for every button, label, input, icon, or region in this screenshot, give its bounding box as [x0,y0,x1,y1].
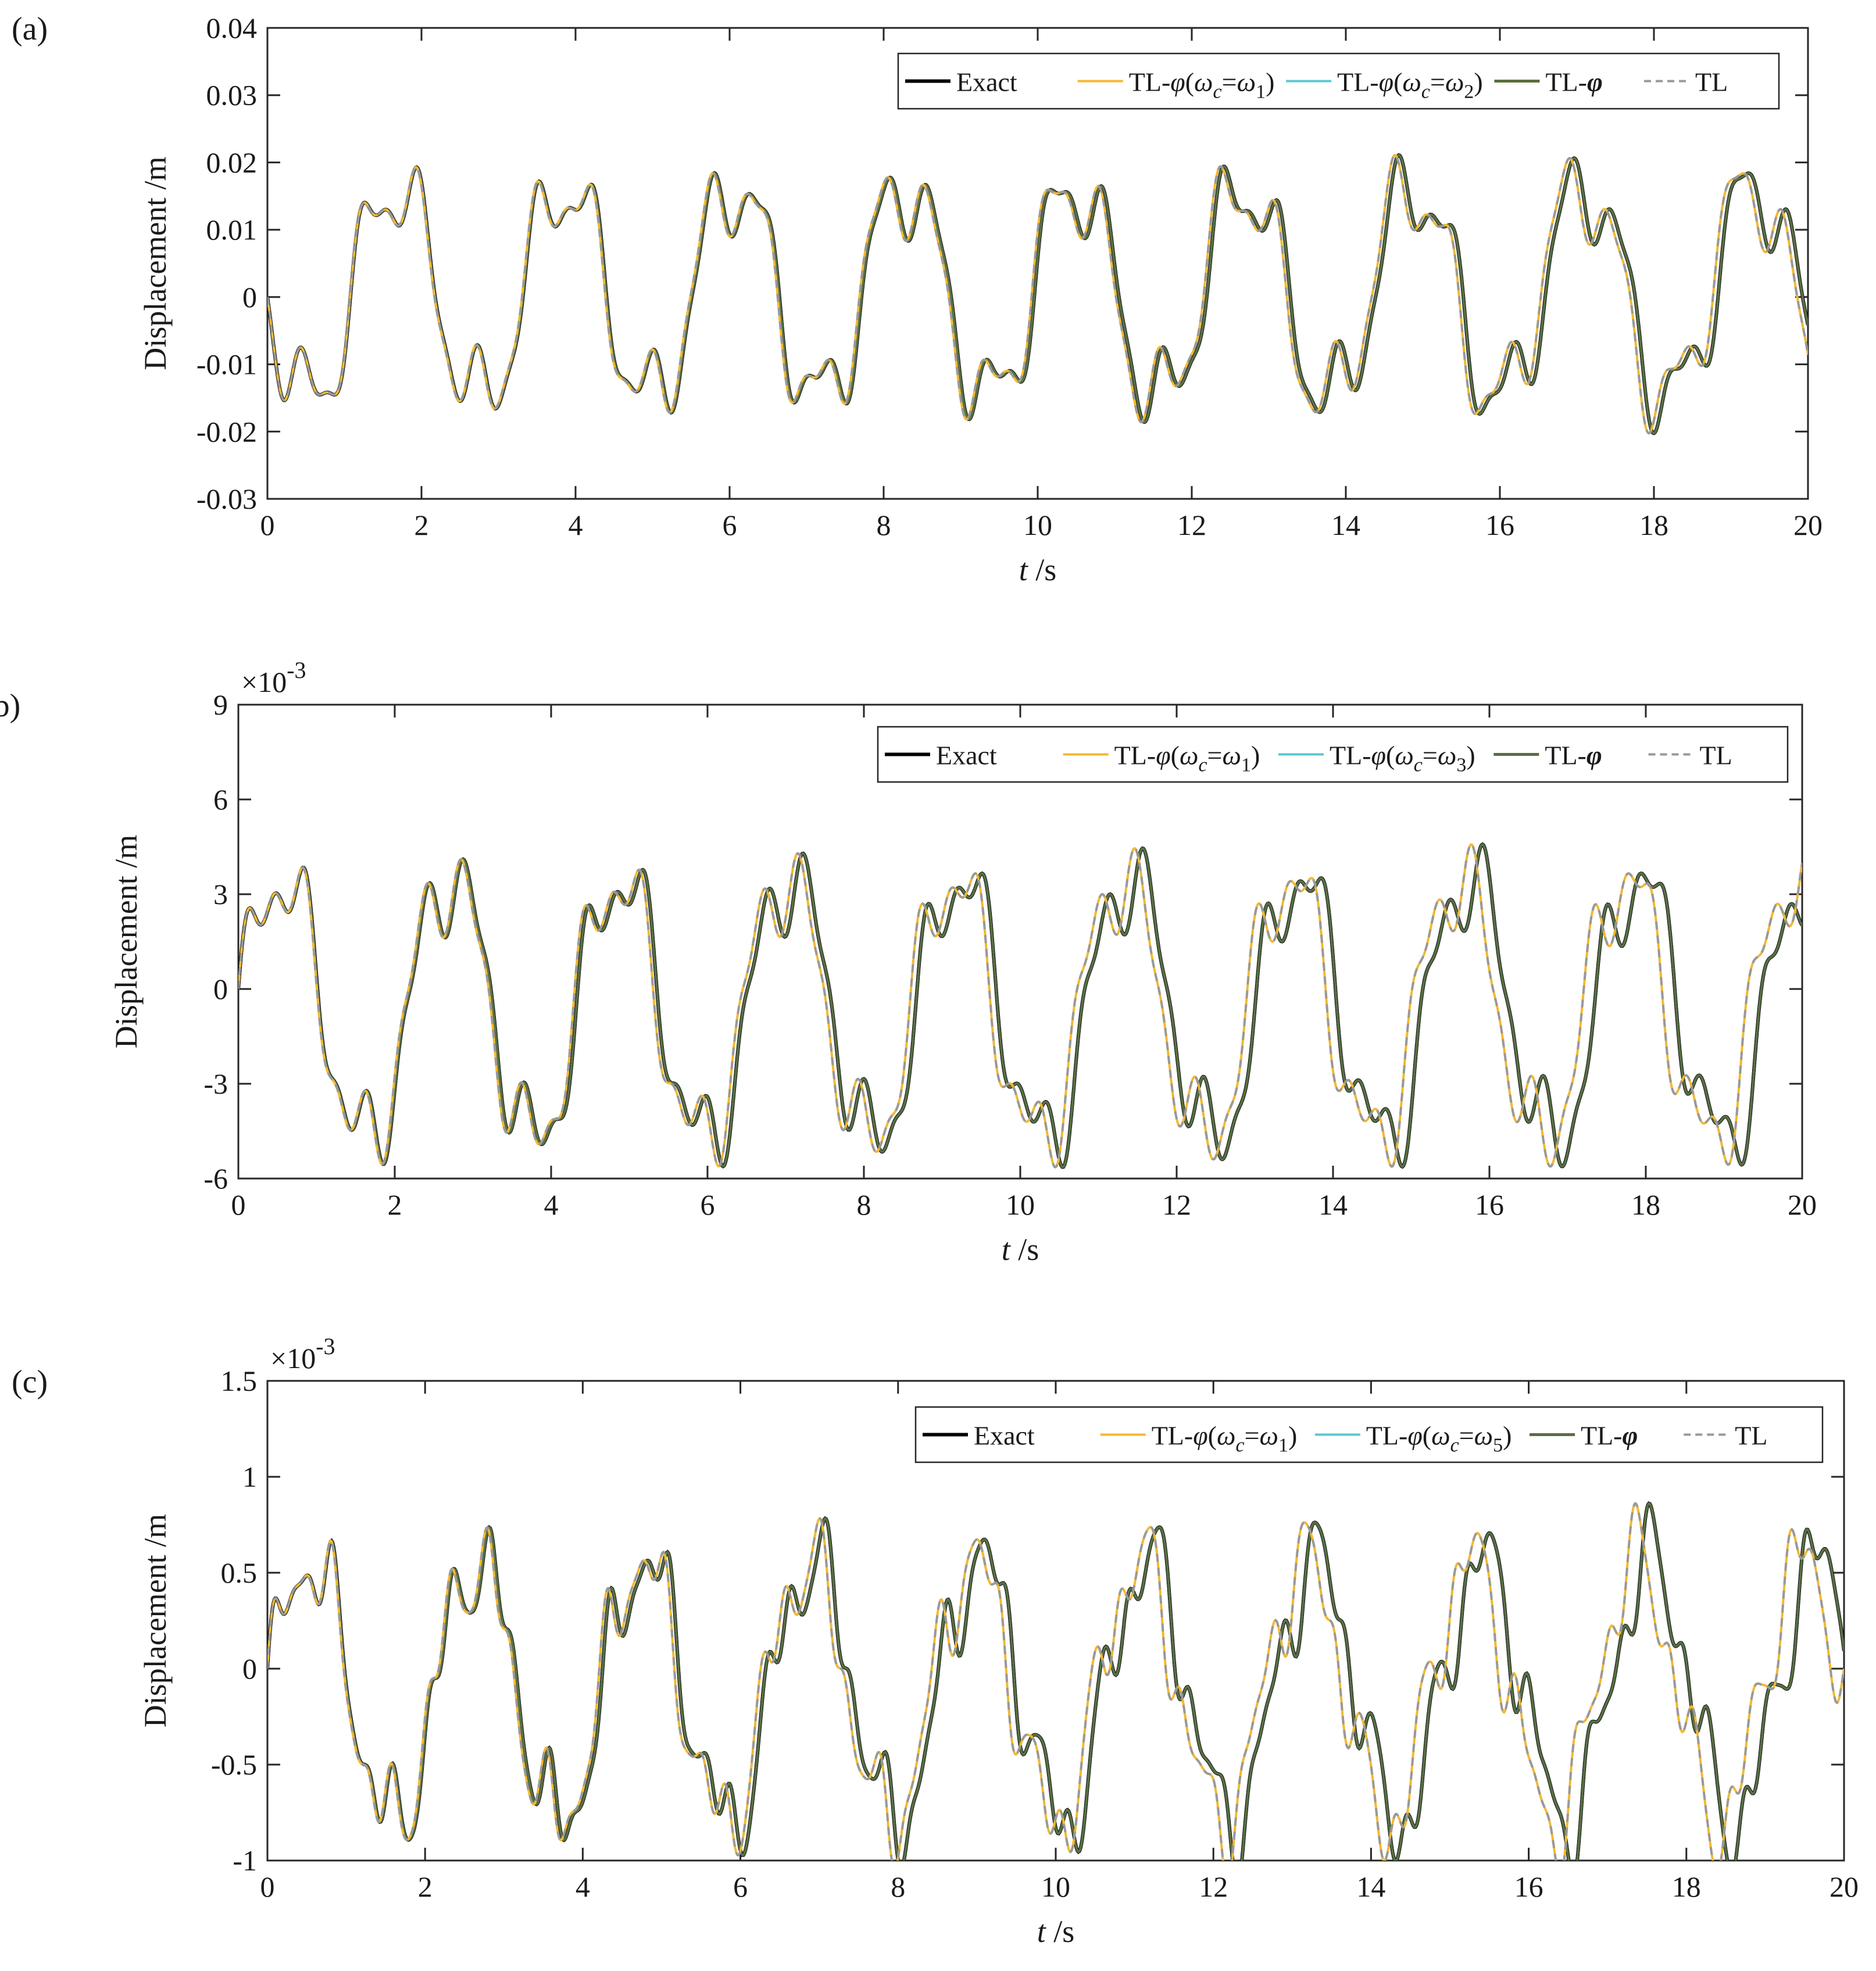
series-tl [267,1502,1844,1861]
x-tick-label: 20 [1793,509,1823,541]
legend-label-1: Exact [936,741,997,770]
series-tl [238,843,1802,1169]
legend-label-2: TL-φ(ωc=ω1) [1129,67,1275,103]
x-axis-label: t /s [1019,552,1057,587]
x-tick-label: 12 [1199,1870,1228,1903]
chart-panel-1: (a) 0 2 4 6 8 10 12 14 16 18 20 -0.03 -0.02 -0.01 0 0.01… [12,11,1823,587]
legend-label-1: Exact [956,67,1017,97]
legend: Exact TL-φ(ωc=ω1) TL-φ(ωc=ω5) TL-φ TL [914,1406,1824,1463]
x-tick-label: 4 [544,1188,559,1221]
x-tick-label: 2 [388,1188,402,1221]
y-tick-label: 0 [242,281,257,313]
legend-label-5: TL [1735,1421,1767,1451]
x-tick-label: 20 [1788,1188,1817,1221]
x-tick-label: 10 [1023,509,1052,541]
y-tick-label: 0.02 [206,146,258,178]
x-tick-label: 4 [576,1870,590,1903]
y-tick-label: 0.01 [206,213,258,246]
x-tick-label: 12 [1177,509,1206,541]
y-tick-label: 0.04 [206,12,258,44]
x-tick-label: 16 [1485,509,1514,541]
legend: Exact TL-φ(ωc=ω1) TL-φ(ωc=ω3) TL-φ TL [877,726,1789,783]
legend-label-3: TL-φ(ωc=ω2) [1337,67,1483,103]
y-axis-label: Displacement /m [138,156,173,370]
legend-label-3: TL-φ(ωc=ω3) [1330,741,1475,776]
series-group [238,842,1802,1169]
x-tick-label: 16 [1514,1870,1543,1903]
y-exponent-label: ×10-3 [270,1333,335,1374]
chart-panel-3: (c) 0 2 4 6 8 10 12 14 16 18 20 -1 -0.5 0 0.5 1 1.5 ×10-3 t… [12,1333,1859,1949]
y-tick-label: -1 [233,1844,257,1877]
y-axis-label: Displacement /m [109,835,144,1048]
legend: Exact TL-φ(ωc=ω1) TL-φ(ωc=ω2) TL-φ TL [897,52,1780,110]
y-tick-label: 3 [213,878,228,910]
series-group [267,153,1808,435]
x-tick-label: 18 [1639,509,1668,541]
x-tick-label: 14 [1331,509,1360,541]
legend-label-2: TL-φ(ωc=ω1) [1152,1421,1298,1456]
x-axis-label: t /s [1002,1232,1039,1267]
x-tick-label: 14 [1318,1188,1348,1221]
legend-label-1: Exact [974,1421,1035,1451]
x-tick-label: 14 [1356,1870,1385,1903]
series-group [267,1501,1844,1861]
x-tick-label: 8 [877,509,891,541]
panel-label: (b) [0,688,20,724]
y-tick-label: 0.03 [206,79,258,112]
x-tick-label: 4 [569,509,583,541]
x-tick-label: 0 [260,1870,275,1903]
y-exponent-label: ×10-3 [241,657,306,698]
x-tick-label: 20 [1829,1870,1859,1903]
y-tick-label: -6 [203,1162,228,1195]
panel-label: (a) [12,11,48,47]
x-tick-label: 10 [1041,1870,1070,1903]
x-tick-label: 6 [733,1870,748,1903]
legend-box [914,1406,1824,1463]
y-tick-label: -3 [203,1067,228,1100]
legend-label-5: TL [1700,741,1732,770]
y-tick-label: -0.5 [211,1748,257,1781]
x-tick-label: 8 [857,1188,871,1221]
y-tick-label: 0.5 [221,1556,258,1589]
legend-label-4: TL-φ [1545,741,1602,770]
series-tl-phi [238,842,1802,1169]
legend-box [877,726,1789,783]
legend-label-5: TL [1695,67,1728,97]
y-tick-label: -0.03 [196,483,257,515]
legend-label-4: TL-φ [1545,67,1602,97]
x-axis-label: t /s [1037,1914,1075,1949]
x-tick-label: 18 [1631,1188,1660,1221]
x-tick-label: 10 [1006,1188,1035,1221]
y-tick-label: -0.01 [196,348,257,381]
legend-label-2: TL-φ(ωc=ω1) [1114,741,1260,776]
y-tick-label: 1 [242,1461,257,1493]
y-tick-label: 0 [213,973,228,1005]
series-tl-phi [267,1502,1844,1861]
x-tick-label: 18 [1672,1870,1701,1903]
x-tick-label: 2 [414,509,429,541]
x-tick-label: 6 [723,509,737,541]
legend-label-3: TL-φ(ωc=ω5) [1366,1421,1512,1456]
x-tick-label: 0 [231,1188,246,1221]
y-tick-label: 6 [213,783,228,816]
x-tick-label: 16 [1475,1188,1504,1221]
x-tick-label: 8 [891,1870,905,1903]
x-tick-label: 0 [260,509,275,541]
legend-label-4: TL-φ [1581,1421,1638,1451]
y-axis-label: Displacement /m [138,1514,173,1727]
x-tick-label: 2 [418,1870,433,1903]
panel-label: (c) [12,1364,48,1400]
chart-panel-2: (b) 0 2 4 6 8 10 12 14 16 18 20 -6 -3 0 3 6 9 ×10-3 t /s Dis… [0,657,1817,1267]
x-tick-label: 6 [701,1188,715,1221]
y-tick-label: 9 [213,688,228,721]
y-tick-label: -0.02 [196,415,257,448]
y-tick-label: 1.5 [221,1365,258,1397]
legend-box [897,52,1780,110]
x-tick-label: 12 [1162,1188,1191,1221]
y-tick-label: 0 [242,1652,257,1685]
series-tl [267,153,1808,435]
